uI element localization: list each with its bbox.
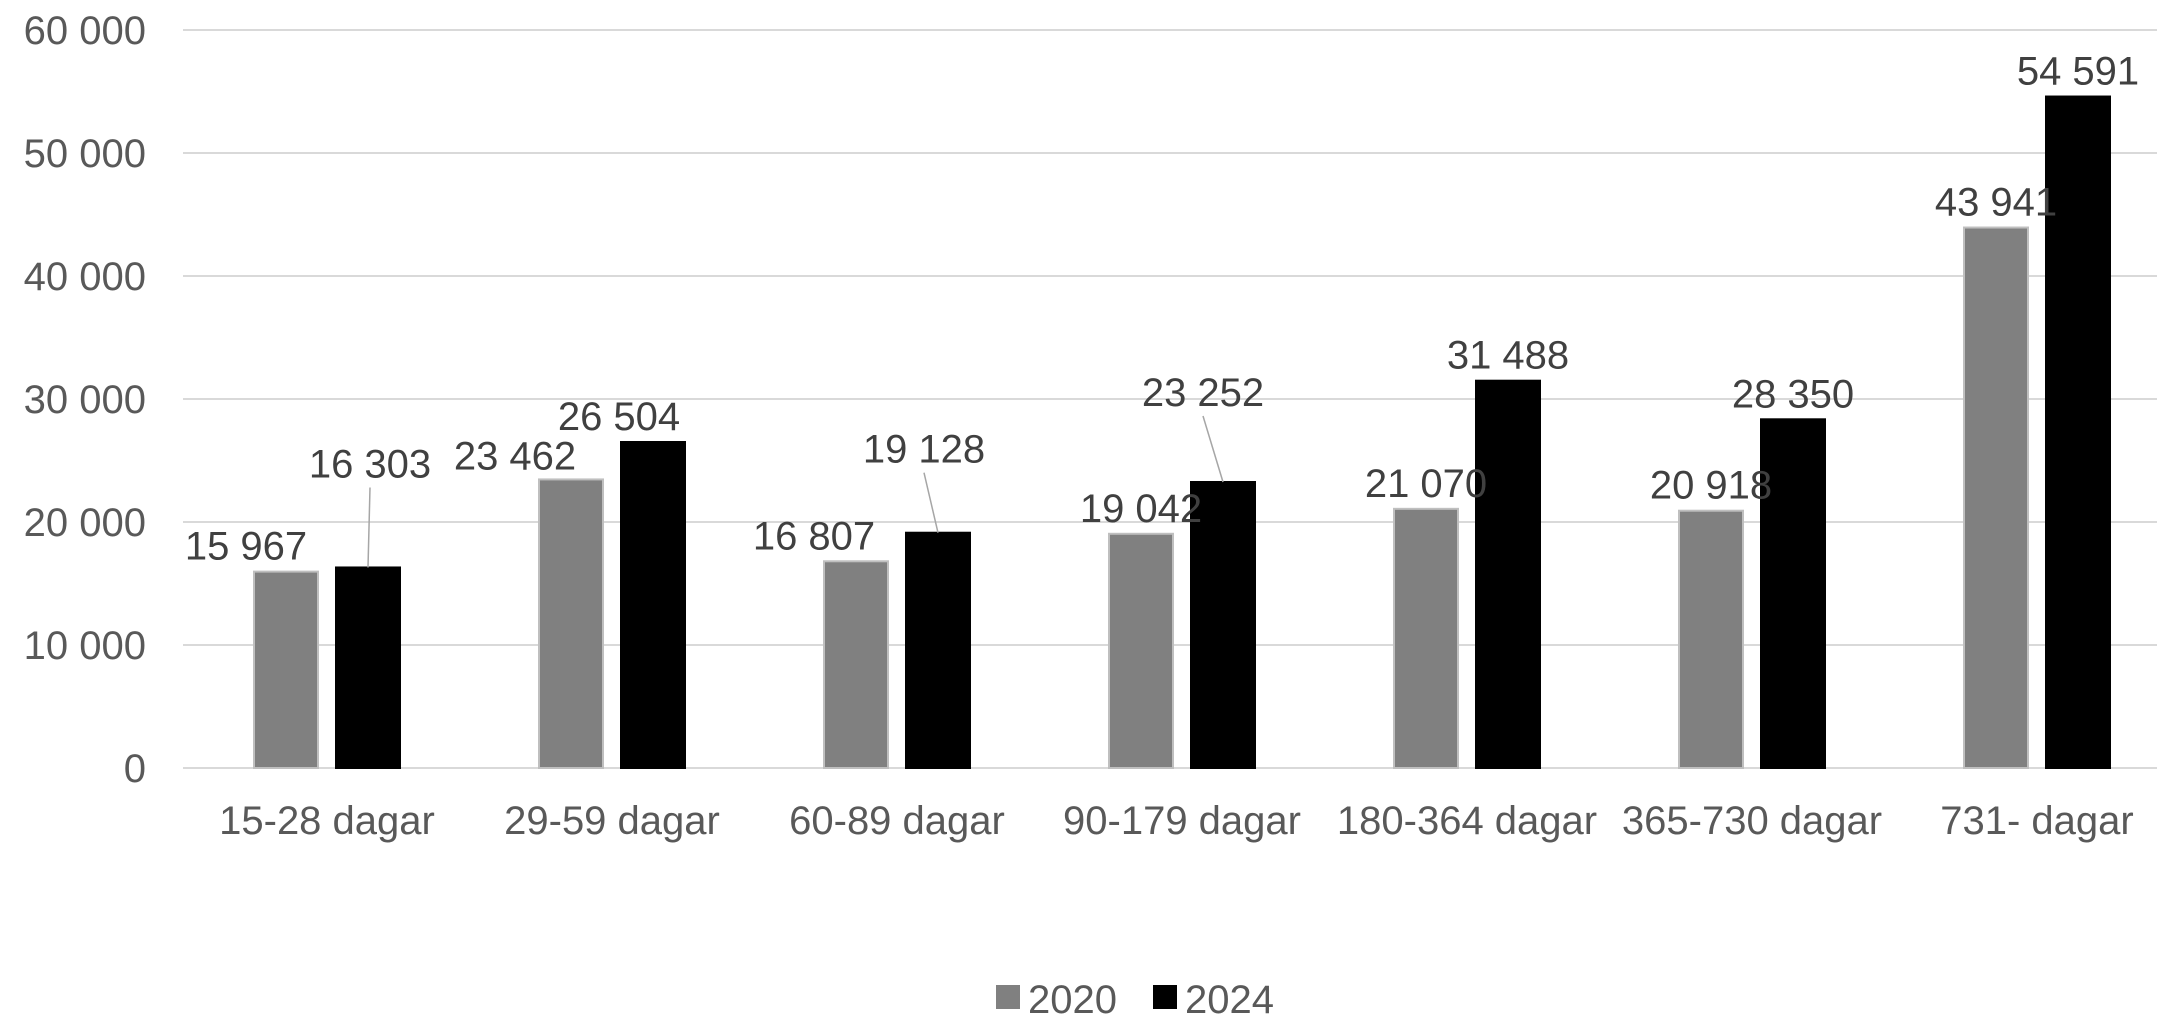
bar-2024-6 <box>1760 418 1826 769</box>
y-tick-label: 30 000 <box>24 378 146 422</box>
bar-2020-1 <box>253 570 319 769</box>
y-axis: 0 10 000 20 000 30 000 40 000 50 000 60 000 <box>24 9 146 791</box>
x-tick-label: 365-730 dagar <box>1622 799 1882 843</box>
data-label-2020-6: 20 918 <box>1650 464 1772 508</box>
bar-2024-4 <box>1190 481 1256 769</box>
x-tick-label: 90-179 dagar <box>1063 799 1301 843</box>
label-leader-lines <box>367 415 1224 568</box>
y-tick-label: 40 000 <box>24 255 146 299</box>
data-label-2020-1: 15 967 <box>185 525 307 569</box>
bars <box>253 95 2111 770</box>
bar-2020-7 <box>1963 226 2029 769</box>
data-label-2024-4: 23 252 <box>1142 371 1264 415</box>
x-tick-label: 731- dagar <box>1940 799 2133 843</box>
data-label-2020-2: 23 462 <box>454 434 576 478</box>
y-tick-label: 60 000 <box>24 9 146 53</box>
bar-2020-3 <box>823 560 889 770</box>
data-label-2024-5: 31 488 <box>1447 334 1569 378</box>
bar-2020-6 <box>1678 509 1744 769</box>
bar-2024-5 <box>1475 379 1541 769</box>
data-label-2020-4: 19 042 <box>1080 487 1202 531</box>
bar-2020-4 <box>1108 532 1174 769</box>
y-tick-label: 20 000 <box>24 501 146 545</box>
y-tick-label: 10 000 <box>24 624 146 668</box>
label-leader-line <box>923 472 939 533</box>
data-label-2020-3: 16 807 <box>753 514 875 558</box>
gridlines <box>183 29 2157 769</box>
data-label-2024-3: 19 128 <box>863 428 985 472</box>
legend-swatch-2020 <box>996 985 1020 1009</box>
label-leader-line <box>1202 415 1224 483</box>
data-label-2024-7: 54 591 <box>2017 50 2139 94</box>
x-tick-label: 29-59 dagar <box>504 799 720 843</box>
legend-swatch-2024 <box>1153 985 1177 1009</box>
bar-2024-1 <box>335 566 401 769</box>
legend-label-2024: 2024 <box>1185 978 1274 1016</box>
legend-label-2020: 2020 <box>1028 978 1117 1016</box>
y-tick-label: 0 <box>124 747 146 791</box>
data-label-2024-2: 26 504 <box>558 395 680 439</box>
data-label-2024-6: 28 350 <box>1732 372 1854 416</box>
bar-2020-2 <box>538 478 604 769</box>
bar-2024-2 <box>620 441 686 769</box>
x-tick-label: 180-364 dagar <box>1337 799 1597 843</box>
label-leader-line <box>367 487 371 568</box>
bar-2024-3 <box>905 531 971 769</box>
bar-2024-7 <box>2045 95 2111 769</box>
data-label-2024-1: 16 303 <box>309 442 431 486</box>
x-tick-label: 60-89 dagar <box>789 799 1005 843</box>
bar-2020-5 <box>1393 507 1459 769</box>
data-label-2020-5: 21 070 <box>1365 462 1487 506</box>
x-axis: 15-28 dagar 29-59 dagar 60-89 dagar 90-179 … <box>219 799 2134 843</box>
data-label-2020-7: 43 941 <box>1935 181 2057 225</box>
x-tick-label: 15-28 dagar <box>219 799 435 843</box>
legend: 2020 2024 <box>996 978 1274 1016</box>
y-tick-label: 50 000 <box>24 132 146 176</box>
